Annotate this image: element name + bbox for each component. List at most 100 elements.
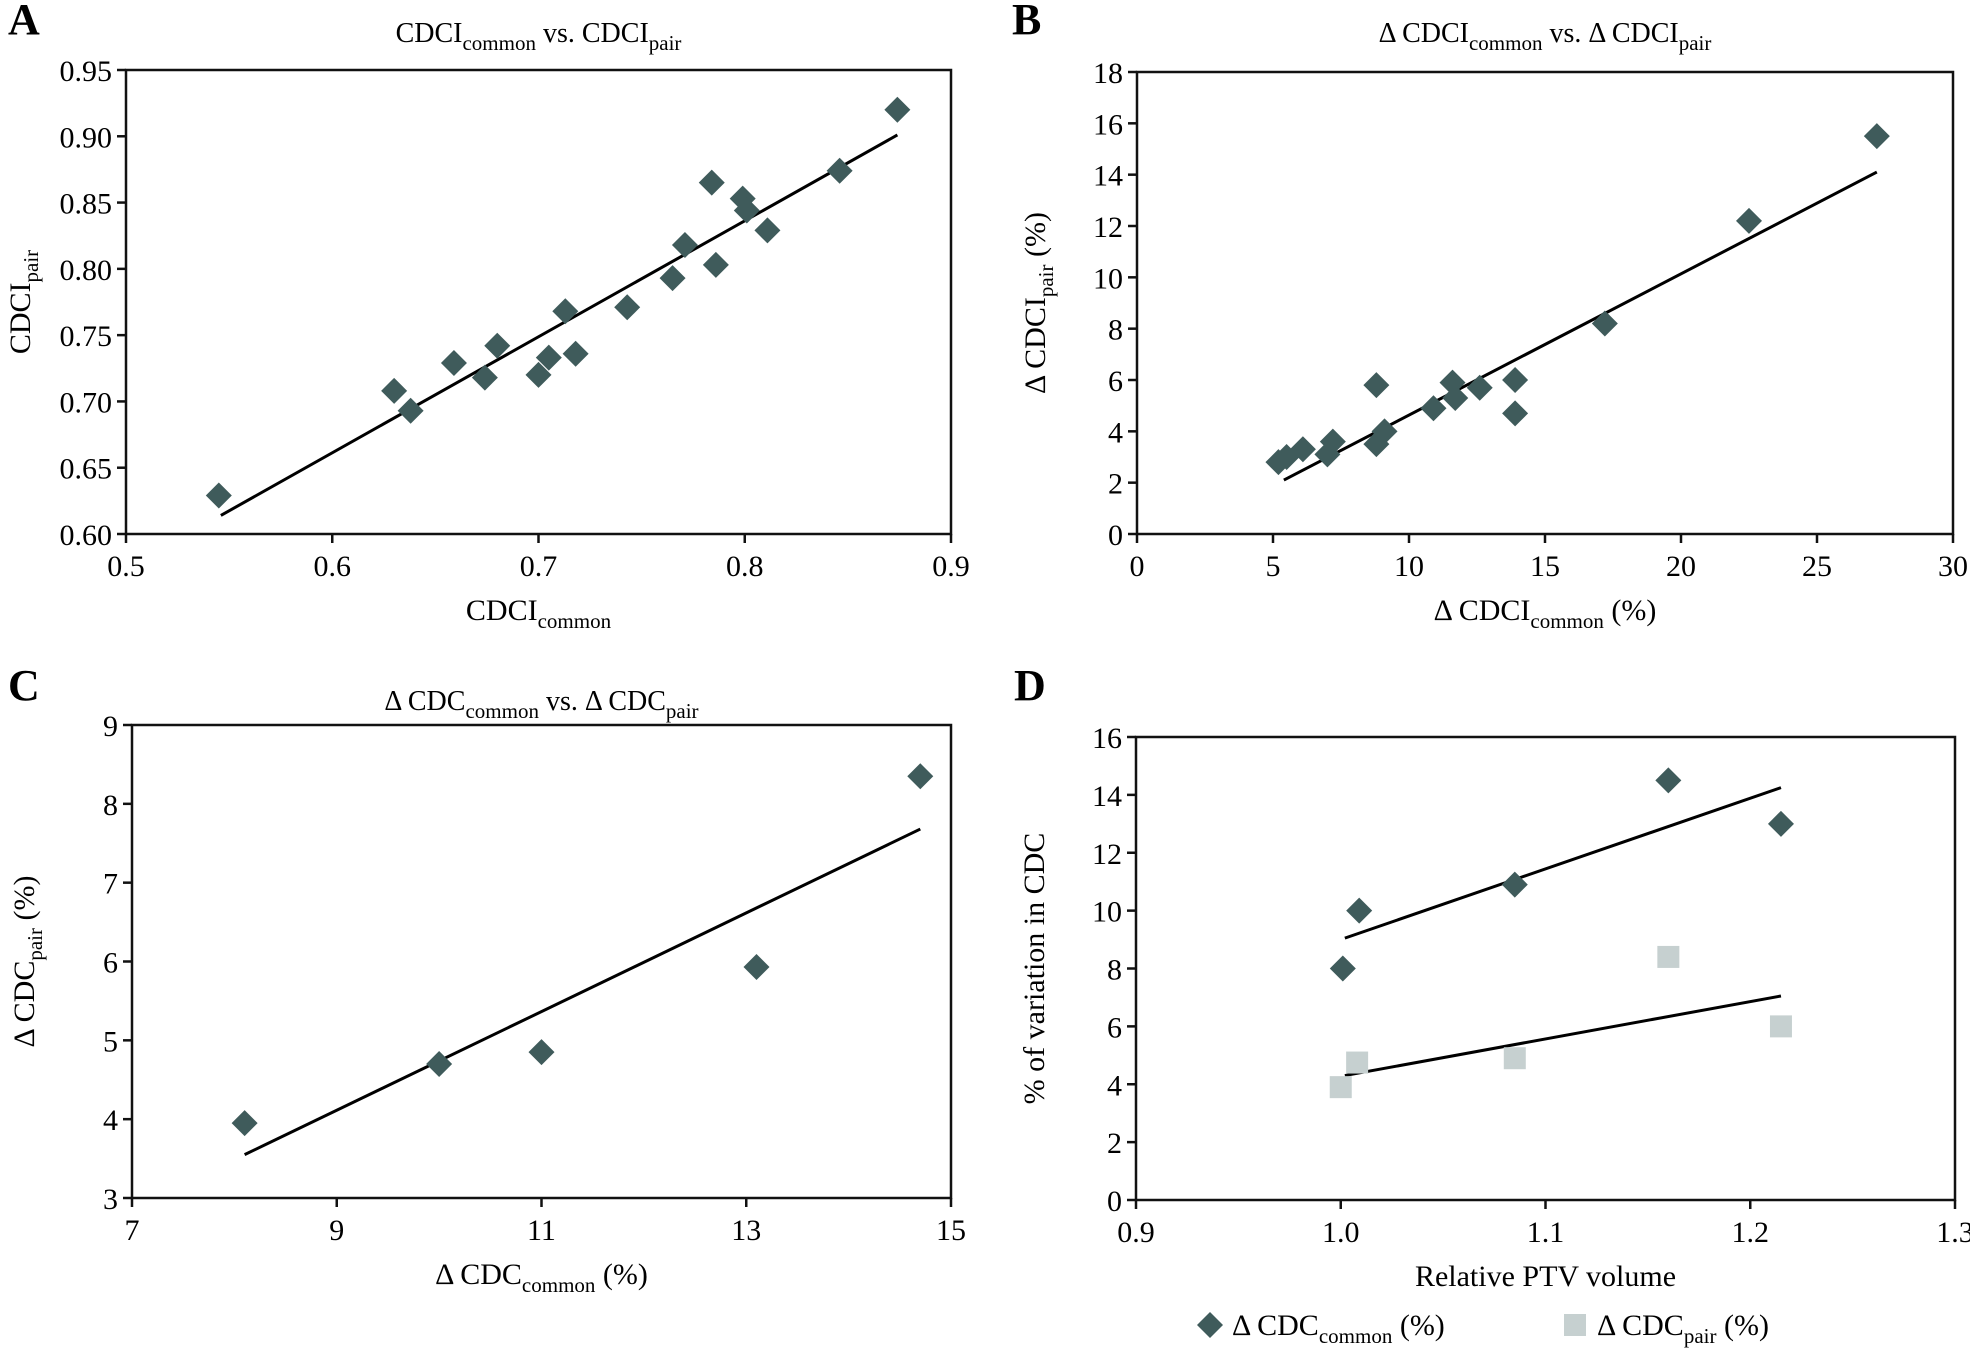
chart-title: Δ CDCIcommon vs. Δ CDCIpair <box>1379 18 1712 55</box>
x-tick-label: 15 <box>936 1214 966 1247</box>
plot-frame <box>130 723 953 1200</box>
trend-line <box>1344 786 1782 940</box>
x-tick-label: 10 <box>1394 550 1424 583</box>
subscript: pair <box>19 250 43 283</box>
y-tick-label: 14 <box>1093 160 1123 193</box>
legend-entry: Δ CDCcommon (%) <box>1197 1309 1445 1348</box>
data-point-square <box>1769 1015 1792 1038</box>
x-tick-label: 0.5 <box>107 550 145 583</box>
y-tick-label: 5 <box>103 1025 118 1058</box>
x-tick-label: 20 <box>1666 550 1696 583</box>
x-axis-label: CDCIcommon <box>466 594 612 633</box>
panel-letter: A <box>8 0 40 44</box>
y-tick-label: 0 <box>1107 1185 1122 1218</box>
data-point-diamond <box>743 954 770 981</box>
panel-D: D 0.9 1.0 1.1 1.2 1.3 0 2 4 6 8 10 12 14 16 Relative PT… <box>1014 661 1970 1348</box>
x-tick-label: 0.9 <box>932 550 970 583</box>
legend: Δ CDCcommon (%) Δ CDCpair (%) <box>1197 1309 1769 1348</box>
data-point-diamond <box>1863 123 1890 150</box>
subscript: common <box>1530 609 1604 633</box>
data-point-diamond <box>231 1110 258 1137</box>
x-tick-label: 30 <box>1938 550 1968 583</box>
y-tick-label: 7 <box>103 868 118 901</box>
y-tick-label: 10 <box>1093 262 1123 295</box>
data-point-diamond <box>1363 372 1390 399</box>
y-tick-label: 2 <box>1107 1127 1122 1160</box>
y-axis-label: CDCIpair <box>4 250 43 354</box>
x-tick-label: 1.1 <box>1527 1216 1565 1249</box>
x-axis-label: Relative PTV volume <box>1415 1260 1676 1293</box>
data-point-diamond <box>1591 310 1618 337</box>
data-point-diamond <box>1420 395 1447 422</box>
subscript: common <box>538 609 612 633</box>
y-tick-label: 12 <box>1092 838 1122 871</box>
data-point-diamond <box>471 364 498 391</box>
y-tick-label: 16 <box>1092 722 1122 755</box>
y-tick-label: 0.90 <box>60 121 113 154</box>
data-point-diamond <box>826 157 853 184</box>
data-point-diamond <box>1371 418 1398 445</box>
data-point-diamond <box>528 1039 555 1066</box>
y-tick-label: 0.95 <box>60 55 113 88</box>
data-point-diamond <box>1346 897 1373 924</box>
y-axis-label: % of variation in CDC <box>1018 833 1051 1105</box>
data-point-diamond <box>884 96 911 123</box>
y-axis-label: Δ CDCIpair (%) <box>1019 212 1058 394</box>
x-tick-label: 13 <box>731 1214 761 1247</box>
data-point-diamond <box>484 332 511 359</box>
trend-line <box>220 133 899 517</box>
y-tick-label: 14 <box>1092 780 1122 813</box>
y-tick-label: 4 <box>103 1104 118 1137</box>
y-tick-label: 4 <box>1108 416 1123 449</box>
y-tick-label: 10 <box>1092 896 1122 929</box>
plot-frame <box>124 68 953 536</box>
y-tick-label: 6 <box>103 947 118 980</box>
trend-line <box>243 827 921 1156</box>
series-main <box>1329 767 1794 982</box>
data-point-diamond <box>440 349 467 376</box>
plot-frame <box>1135 70 1955 536</box>
subscript: pair <box>1679 31 1712 55</box>
y-tick-label: 0.80 <box>60 254 113 287</box>
data-point-diamond <box>698 169 725 196</box>
y-tick-label: 0.65 <box>60 453 113 486</box>
chart-title: Δ CDCcommon vs. Δ CDCpair <box>384 686 698 723</box>
panel-C: C Δ CDCcommon vs. Δ CDCpair 7 9 11 13 15 3 4 5 6 7 8… <box>8 661 966 1297</box>
data-point-diamond <box>702 251 729 278</box>
data-point-diamond <box>907 763 934 790</box>
y-tick-label: 0.70 <box>60 386 113 419</box>
x-tick-label: 25 <box>1802 550 1832 583</box>
series-main <box>1265 123 1890 482</box>
x-tick-label: 5 <box>1266 550 1281 583</box>
trend-line <box>1283 170 1878 482</box>
data-point-diamond <box>1736 207 1762 234</box>
data-point-diamond <box>1329 955 1356 982</box>
y-tick-label: 4 <box>1107 1069 1122 1102</box>
chart-title: CDCIcommon vs. CDCIpair <box>396 18 682 55</box>
legend-entry: Δ CDCpair (%) <box>1564 1309 1769 1348</box>
x-tick-label: 1.2 <box>1732 1216 1770 1249</box>
data-point-diamond <box>535 344 562 371</box>
data-point-square <box>1329 1076 1352 1099</box>
subscript: pair <box>1034 265 1058 298</box>
data-point-diamond <box>1502 400 1529 427</box>
x-axis-label: Δ CDCcommon (%) <box>435 1258 648 1297</box>
data-point-diamond <box>614 294 641 321</box>
legend-diamond-icon <box>1197 1312 1223 1338</box>
x-tick-label: 11 <box>527 1214 556 1247</box>
data-point-diamond <box>1655 767 1682 794</box>
y-tick-label: 8 <box>1107 954 1122 987</box>
y-tick-label: 0 <box>1108 519 1123 552</box>
y-tick-label: 3 <box>103 1183 118 1216</box>
subscript: pair <box>23 928 47 961</box>
x-tick-label: 15 <box>1530 550 1560 583</box>
y-tick-label: 0.60 <box>60 519 113 552</box>
data-point-diamond <box>397 397 424 424</box>
plot-frame <box>1134 735 1957 1202</box>
y-tick-label: 16 <box>1093 108 1123 141</box>
data-point-diamond <box>1767 810 1794 837</box>
series-main <box>231 763 934 1156</box>
data-point-diamond <box>205 482 232 509</box>
